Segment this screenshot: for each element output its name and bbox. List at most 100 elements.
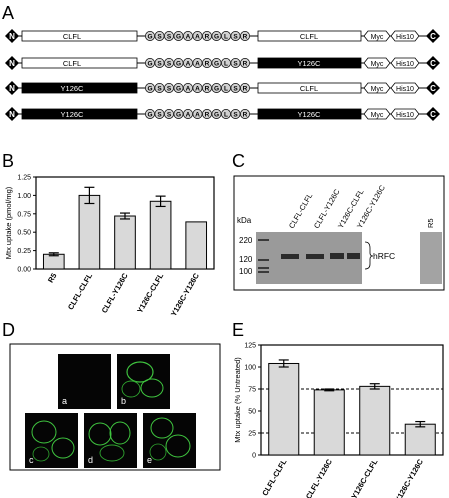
myc-tag xyxy=(363,57,391,69)
bar xyxy=(114,215,136,270)
panel-label-a: A xyxy=(2,3,14,23)
bar xyxy=(42,253,65,270)
panel-label-e: E xyxy=(232,320,244,340)
left-domain-label: Y126C xyxy=(61,84,85,93)
y-tick-label: 100 xyxy=(244,365,256,372)
right-domain-box xyxy=(257,108,362,120)
linker-residue-label: G xyxy=(176,34,181,41)
linker-residue-label: G xyxy=(147,112,152,119)
marker-100: 100 xyxy=(239,267,253,276)
linker-residue-label: A xyxy=(195,61,200,68)
linker-residue-label: S xyxy=(233,61,238,68)
c-terminus-label: C xyxy=(430,84,436,93)
linker-residue-label: A xyxy=(195,86,200,93)
x-tick-label: CLFL-CLFL xyxy=(66,271,94,311)
myc-label: Myc xyxy=(371,112,384,119)
left-domain-label: CLFL xyxy=(63,32,81,41)
bar xyxy=(268,362,300,456)
linker-residue-label: A xyxy=(186,86,191,93)
linker-residue-label: R xyxy=(243,86,248,93)
linker-residue-label: S xyxy=(233,86,238,93)
n-terminus-label: N xyxy=(9,110,15,119)
y-tick-label: 25 xyxy=(248,431,256,438)
linker-residue-label: A xyxy=(195,112,200,119)
his-label: His10 xyxy=(396,86,414,93)
n-terminus-label: N xyxy=(9,32,15,41)
n-terminus-marker xyxy=(5,56,19,70)
left-domain-box xyxy=(21,57,138,69)
blot-frame xyxy=(233,175,445,291)
x-tick-label: CLFL-Y126C xyxy=(304,457,334,498)
linker-residue-label: G xyxy=(176,112,181,119)
plot-frame xyxy=(260,344,444,456)
left-domain-label: CLFL xyxy=(63,59,81,68)
svg-text:a: a xyxy=(62,396,67,406)
linker-residue-label: G xyxy=(176,86,181,93)
myc-tag xyxy=(363,108,391,120)
myc-label: Myc xyxy=(371,86,384,93)
linker-residue-label: G xyxy=(214,86,219,93)
x-tick-label: CLFL-Y126C xyxy=(100,271,130,315)
his-tag xyxy=(390,108,420,120)
linker-residue xyxy=(240,83,250,93)
right-domain-label: Y126C xyxy=(298,59,322,68)
linker-residue-label: R xyxy=(243,34,248,41)
ladder-bands xyxy=(258,239,269,273)
micrograph-b: b xyxy=(117,354,170,409)
linker-residue-label: G xyxy=(214,34,219,41)
right-domain-box xyxy=(257,57,362,69)
his-tag xyxy=(390,82,420,94)
linker-residue-label: L xyxy=(224,112,228,119)
micrograph-frame xyxy=(9,343,221,471)
left-domain-label: Y126C xyxy=(61,110,85,119)
y-axis-label: Mtx uptake (% Untreated) xyxy=(233,357,242,443)
linker-residue-label: S xyxy=(167,112,172,119)
x-tick-label: R5 xyxy=(46,272,59,285)
linker-residue-label: G xyxy=(147,61,152,68)
linker-residue-label: G xyxy=(147,86,152,93)
n-terminus-marker xyxy=(5,81,19,95)
svg-text:b: b xyxy=(121,396,126,406)
micrograph-a: a xyxy=(58,354,111,409)
c-terminus-label: C xyxy=(430,32,436,41)
bar xyxy=(404,423,436,456)
svg-text:d: d xyxy=(88,455,93,465)
n-terminus-label: N xyxy=(9,59,15,68)
linker-residue-label: S xyxy=(167,61,172,68)
linker-residue-label: R xyxy=(205,112,210,119)
linker-residue-label: G xyxy=(214,61,219,68)
hrfc-bracket xyxy=(364,241,374,270)
n-terminus-label: N xyxy=(9,84,15,93)
y-tick-label: 75 xyxy=(248,387,256,394)
linker-residue xyxy=(240,109,250,119)
y-tick-label: 0.75 xyxy=(17,211,31,218)
left-domain-box xyxy=(21,30,138,42)
his-label: His10 xyxy=(396,61,414,68)
y-tick-label: 0.00 xyxy=(17,267,31,274)
linker-residue xyxy=(240,31,250,41)
linker-residue-label: R xyxy=(205,86,210,93)
n-terminus-marker xyxy=(5,107,19,121)
linker-residue-label: A xyxy=(186,34,191,41)
panel-label-b: B xyxy=(2,151,14,171)
x-tick-label: Y126C-CLFL xyxy=(135,271,165,314)
linker-residue-label: A xyxy=(186,61,191,68)
construct-row: N CLFL G S S G A A R G L S R CLFL Myc His10 C xyxy=(5,29,440,43)
c-terminus-label: C xyxy=(430,110,436,119)
c-terminus-label: C xyxy=(430,59,436,68)
panel-label-d: D xyxy=(2,320,15,340)
micrograph-e: e xyxy=(143,413,196,468)
c-terminus-marker xyxy=(426,56,440,70)
linker-residue-label: G xyxy=(176,61,181,68)
myc-tag xyxy=(363,30,391,42)
linker-residue-label: R xyxy=(243,61,248,68)
right-domain-box xyxy=(257,30,362,42)
y-tick-label: 50 xyxy=(248,409,256,416)
linker-residue-label: S xyxy=(233,34,238,41)
construct-row: N Y126C G S S G A A R G L S R CLFL Myc His10 C xyxy=(5,81,440,95)
n-terminus-marker xyxy=(5,29,19,43)
hrfc-bands xyxy=(281,253,360,259)
